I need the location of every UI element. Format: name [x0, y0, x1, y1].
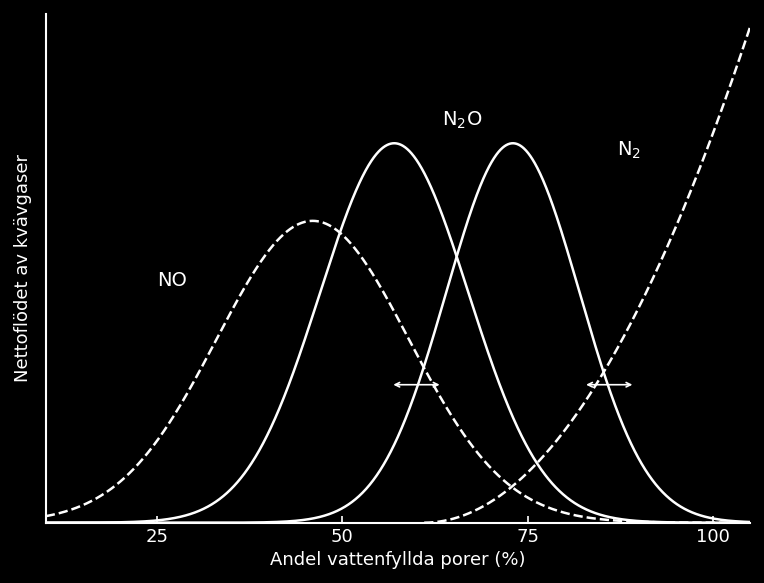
Text: N$_2$O: N$_2$O	[442, 110, 483, 131]
Text: N$_2$: N$_2$	[617, 140, 641, 161]
X-axis label: Andel vattenfyllda porer (%): Andel vattenfyllda porer (%)	[270, 551, 526, 569]
Text: NO: NO	[157, 271, 187, 290]
Y-axis label: Nettoflödet av kvävgaser: Nettoflödet av kvävgaser	[14, 154, 32, 382]
